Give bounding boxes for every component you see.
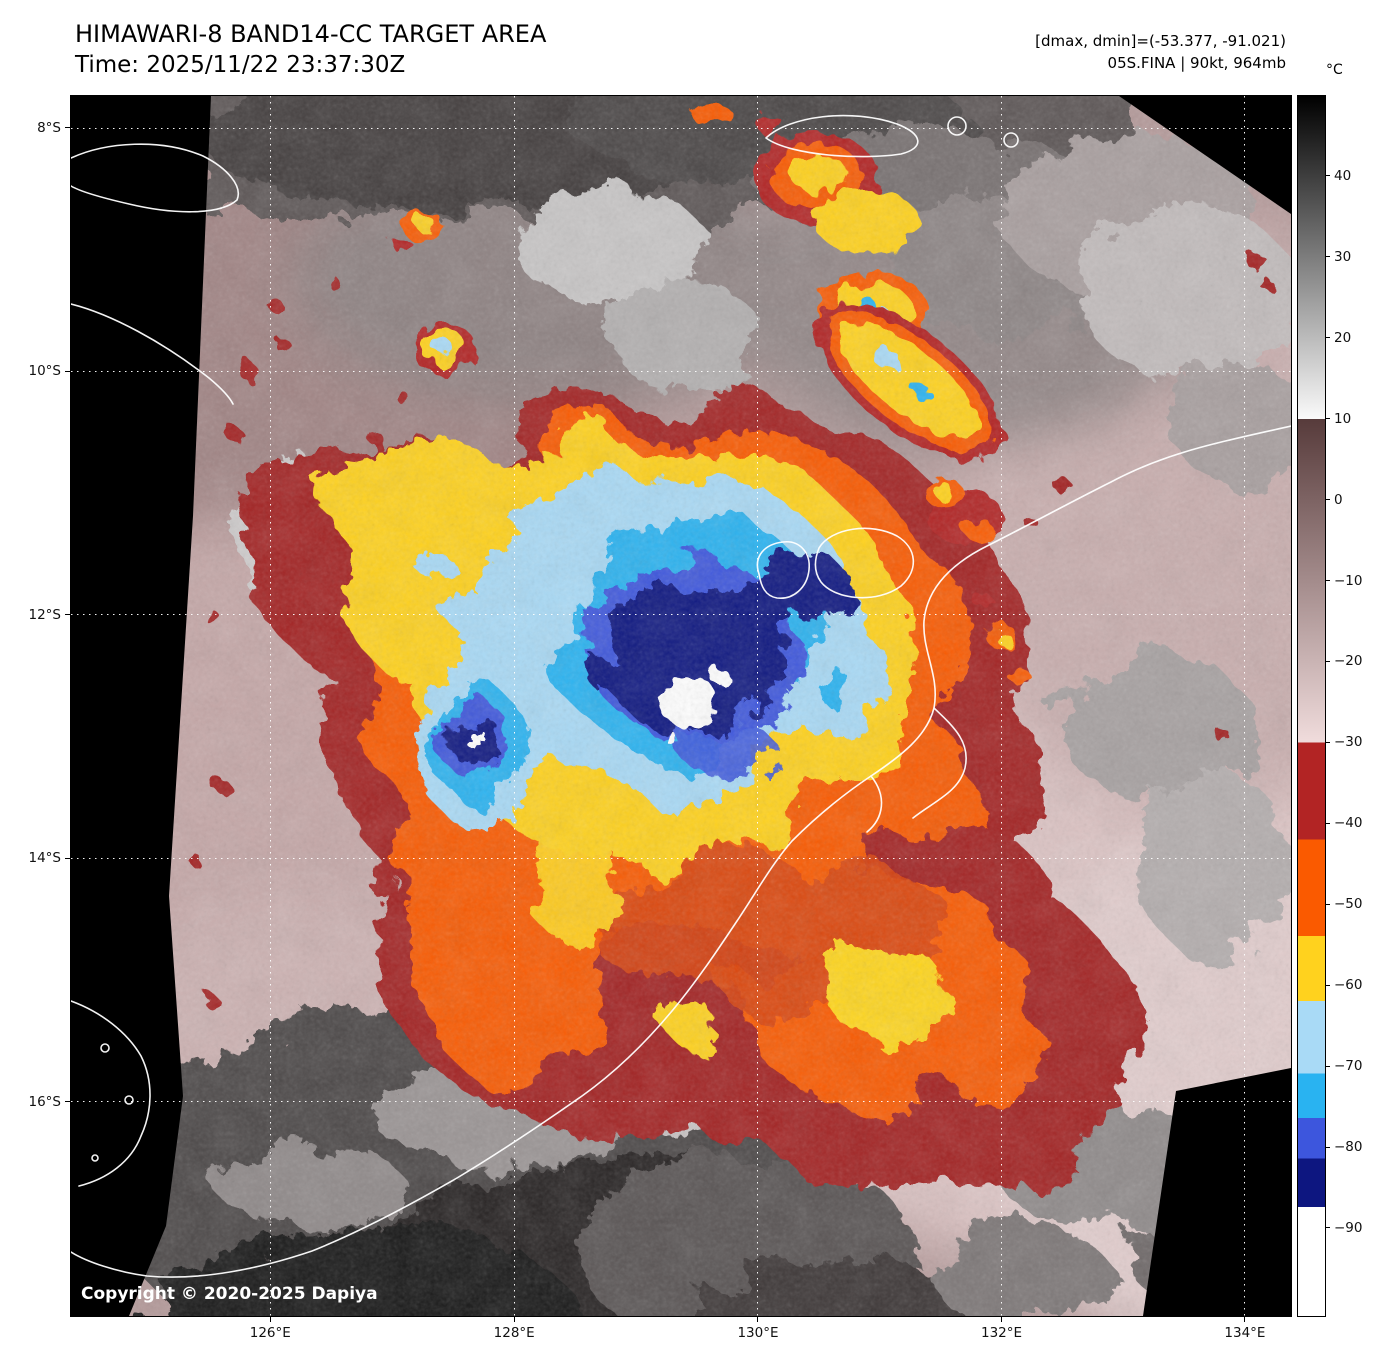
copyright-watermark: Copyright © 2020-2025 Dapiya [81,1284,378,1304]
colorbar-tickmark [1326,337,1330,339]
colorbar-tickmark [1326,1146,1330,1148]
latitude-axis: 8°S 10°S 12°S 14°S 16°S [0,95,70,1317]
map-plot-area: Copyright © 2020-2025 Dapiya [70,95,1292,1317]
lat-tickmark [65,857,70,859]
colorbar-tick-label: 0 [1334,491,1343,508]
lat-tickmark [65,1101,70,1103]
colorbar-tick-label: −70 [1334,1058,1363,1075]
colorbar-tick-label: −40 [1334,815,1363,832]
colorbar-tickmark [1326,580,1330,582]
coastlines [71,114,1291,1278]
colorbar-tick-label: −10 [1334,572,1363,589]
lon-tickmark [269,1317,271,1322]
colorbar-gradient [1298,96,1325,1316]
lon-tickmark [513,1317,515,1322]
colorbar-tickmark [1326,1065,1330,1067]
colorbar-tickmark [1326,660,1330,662]
lat-tick-label: 8°S [37,119,61,136]
lon-tick-label: 128°E [493,1325,535,1341]
lat-tick-label: 10°S [28,363,62,380]
longitude-axis: 126°E 128°E 130°E 132°E 134°E [70,1317,1292,1351]
dmax-dmin-readout: [dmax, dmin]=(-53.377, -91.021) [1035,32,1286,50]
colorbar-tickmark [1326,984,1330,986]
colorbar-tick-label: −50 [1334,896,1363,913]
colorbar-tick-label: 40 [1334,167,1352,184]
colorbar-tick-label: 10 [1334,410,1352,427]
colorbar-tickmark [1326,499,1330,501]
satellite-imagery [71,96,1291,1316]
lat-tickmark [65,614,70,616]
lat-tick-label: 12°S [28,606,62,623]
colorbar-tickmark [1326,822,1330,824]
colorbar-tick-label: −20 [1334,653,1363,670]
colorbar-tickmark [1326,418,1330,420]
grain-overlay [71,96,1291,1316]
lat-tick-label: 16°S [28,1093,62,1110]
colorbar-tick-label: 20 [1334,329,1352,346]
colorbar-tick-label: 30 [1334,248,1352,265]
colorbar-tickmark [1326,903,1330,905]
lat-tickmark [65,370,70,372]
timestamp: Time: 2025/11/22 23:37:30Z [75,52,406,78]
lon-tick-label: 132°E [980,1325,1023,1341]
colorbar-tick-label: −60 [1334,977,1363,994]
scan-edges [71,96,1291,1316]
colorbar-tickmark [1326,1227,1330,1229]
colorbar-tickmark [1326,741,1330,743]
lat-tick-label: 14°S [28,850,62,867]
lat-tickmark [65,127,70,129]
colorbar-tickmark [1326,256,1330,258]
lon-tick-label: 126°E [249,1325,291,1341]
colorbar-tickmark [1326,175,1330,177]
colorbar-tick-label: −30 [1334,734,1363,751]
page-title: HIMAWARI-8 BAND14-CC TARGET AREA [75,20,547,48]
lon-tick-label: 134°E [1224,1325,1266,1341]
colorbar [1297,95,1326,1317]
lon-tick-label: 130°E [737,1325,779,1341]
storm-id-readout: 05S.FINA | 90kt, 964mb [1107,54,1286,72]
colorbar-unit-label: °C [1326,62,1343,78]
lon-tickmark [757,1317,759,1322]
colorbar-axis: 40 30 20 10 0 −10 −20 −30 −40 −50 −60 −70 −80 −90 [1326,95,1384,1317]
colorbar-tick-label: −90 [1334,1219,1363,1236]
colorbar-tick-label: −80 [1334,1139,1363,1156]
lon-tickmark [1001,1317,1003,1322]
lon-tickmark [1244,1317,1246,1322]
